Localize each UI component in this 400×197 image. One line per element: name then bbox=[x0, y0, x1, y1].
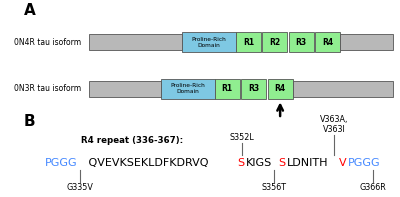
Text: LDNITH: LDNITH bbox=[287, 158, 329, 168]
Text: B: B bbox=[24, 114, 35, 129]
Bar bbox=[88, 34, 182, 50]
Text: G335V: G335V bbox=[66, 183, 93, 192]
Text: QVEVKSEKLDFKDRVQ: QVEVKSEKLDFKDRVQ bbox=[85, 158, 208, 168]
Bar bbox=[315, 33, 340, 52]
Bar bbox=[289, 33, 314, 52]
Bar bbox=[161, 79, 215, 98]
Text: R1: R1 bbox=[222, 84, 233, 93]
Bar bbox=[241, 79, 266, 98]
Text: 0N4R tau isoform: 0N4R tau isoform bbox=[14, 38, 81, 47]
Text: R1: R1 bbox=[243, 38, 254, 47]
Text: PGGG: PGGG bbox=[44, 158, 77, 168]
Text: G366R: G366R bbox=[360, 183, 386, 192]
Text: S352L: S352L bbox=[229, 133, 254, 142]
Bar bbox=[182, 33, 236, 52]
Text: R3: R3 bbox=[248, 84, 259, 93]
Text: S356T: S356T bbox=[262, 183, 287, 192]
Text: PGGG: PGGG bbox=[348, 158, 381, 168]
Bar bbox=[88, 81, 161, 97]
Bar bbox=[262, 33, 287, 52]
Text: V363A,
V363I: V363A, V363I bbox=[320, 115, 348, 134]
Text: R3: R3 bbox=[296, 38, 307, 47]
Text: R4: R4 bbox=[322, 38, 333, 47]
Text: R4: R4 bbox=[274, 84, 286, 93]
Text: Proline-Rich
Domain: Proline-Rich Domain bbox=[192, 37, 226, 48]
Text: V: V bbox=[338, 158, 346, 168]
Text: KIGS: KIGS bbox=[246, 158, 272, 168]
Text: R2: R2 bbox=[269, 38, 280, 47]
Text: 0N3R tau isoform: 0N3R tau isoform bbox=[14, 84, 81, 93]
Text: S: S bbox=[237, 158, 244, 168]
Text: R4 repeat (336-367):: R4 repeat (336-367): bbox=[81, 136, 183, 145]
Text: S: S bbox=[278, 158, 286, 168]
Text: A: A bbox=[24, 3, 35, 18]
Bar bbox=[268, 79, 292, 98]
Text: Proline-Rich
Domain: Proline-Rich Domain bbox=[171, 83, 206, 94]
Bar bbox=[340, 34, 393, 50]
Bar bbox=[292, 81, 393, 97]
Bar bbox=[215, 79, 240, 98]
Bar bbox=[236, 33, 261, 52]
